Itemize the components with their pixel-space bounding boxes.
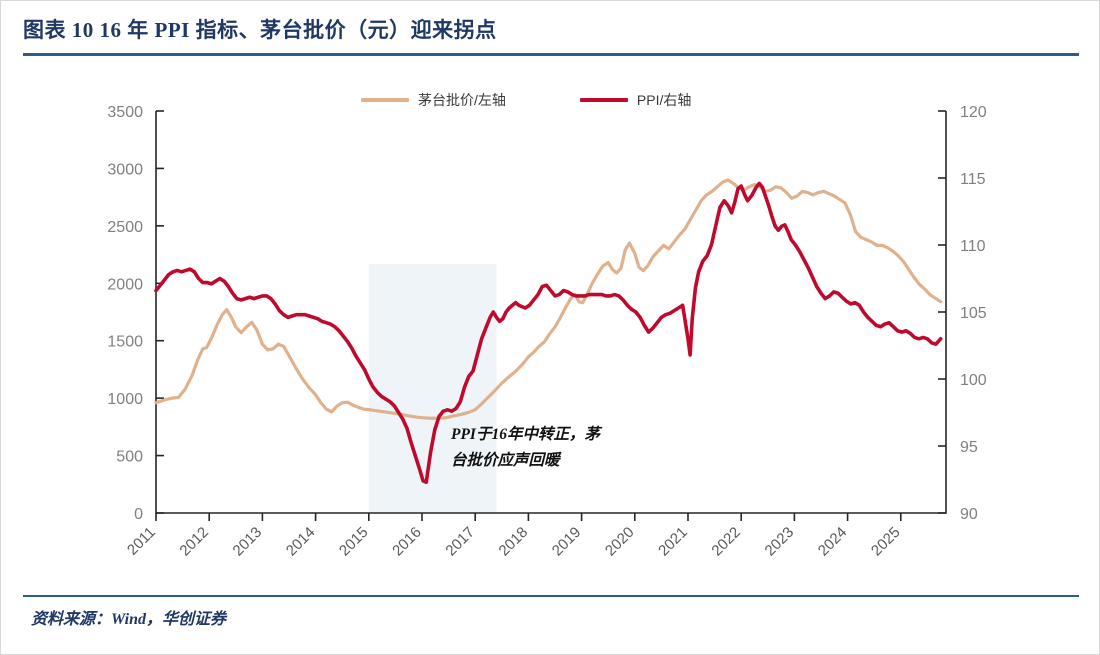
x-axis-tick-label: 2020 [602,524,638,560]
source-note: 资料来源：Wind，华创证券 [31,611,226,628]
x-axis-tick-label: 2022 [708,524,744,560]
chart-legend: 茅台批价/左轴 PPI/右轴 [361,87,821,113]
x-axis-tick-label: 2016 [389,524,425,560]
series-layer [154,178,943,484]
left-axis-tick-label: 3500 [107,104,143,121]
left-axis-tick-label: 3000 [107,161,143,178]
right-axis-tick-label: 115 [960,171,986,188]
left-axis-tick-label: 2000 [107,276,143,293]
x-axis-tick-label: 2018 [496,524,532,560]
footer-divider [23,595,1079,597]
figure-header: 图表 10 16 年 PPI 指标、茅台批价（元）迎来拐点 [23,15,1079,59]
highlight-band-layer [368,264,497,513]
series-line-ppi [154,181,943,484]
chart-plot-area: 0 500 1000 1500 2000 2500 3000 3500 90 95 100 105 11… [1,61,1100,591]
x-axis-tick-label: 2025 [868,524,904,560]
page-title: 图表 10 16 年 PPI 指标、茅台批价（元）迎来拐点 [23,18,497,42]
x-axis-tick-label: 2017 [442,524,478,560]
x-axis-tick-label: 2019 [549,524,585,560]
left-axis-tick-label: 1000 [107,391,143,408]
x-axis-tick-label: 2023 [762,524,798,560]
left-axis-tick-label: 1500 [107,334,143,351]
x-axis-tick-label: 2013 [230,524,266,560]
right-axis-tick-label: 120 [960,104,987,121]
header-divider [23,53,1079,56]
left-axis-tick-label: 0 [134,506,143,523]
legend-label-ppi: PPI/右轴 [636,92,692,108]
series-line-moutai [154,178,943,420]
right-axis-tick-label: 110 [960,238,986,255]
legend-swatch-ppi [579,98,628,102]
legend-label-moutai: 茅台批价/左轴 [418,92,506,108]
x-axis-tick-label: 2012 [176,524,212,560]
right-axis-tick-label: 105 [960,305,987,322]
legend-swatch-moutai [361,98,409,102]
x-axis-tick-label: 2024 [815,524,851,560]
line-chart: 0 500 1000 1500 2000 2500 3000 3500 90 95 100 105 11… [107,104,986,559]
x-axis-tick-label: 2015 [336,524,372,560]
right-axis-tick-label: 95 [960,439,978,456]
x-axis-tick-label: 2021 [655,524,691,560]
left-axis-tick-label: 500 [116,449,143,466]
axis-layer [155,110,947,521]
x-axis-tick-label: 2011 [124,524,159,559]
right-axis-tick-label: 90 [960,506,978,523]
right-axis-tick-label: 100 [960,372,987,389]
annotation-line-1: PPI于16年中转正，茅 [451,425,602,443]
legend-item-moutai: 茅台批价/左轴 [361,90,506,110]
highlight-band [368,264,497,513]
x-axis-tick-label: 2014 [283,524,319,560]
annotation-line-2: 台批价应声回暖 [451,451,562,469]
tick-label-layer: 0 500 1000 1500 2000 2500 3000 3500 90 95 100 105 11… [107,104,986,559]
left-axis-tick-label: 2500 [107,219,143,236]
legend-item-ppi: PPI/右轴 [579,90,692,110]
